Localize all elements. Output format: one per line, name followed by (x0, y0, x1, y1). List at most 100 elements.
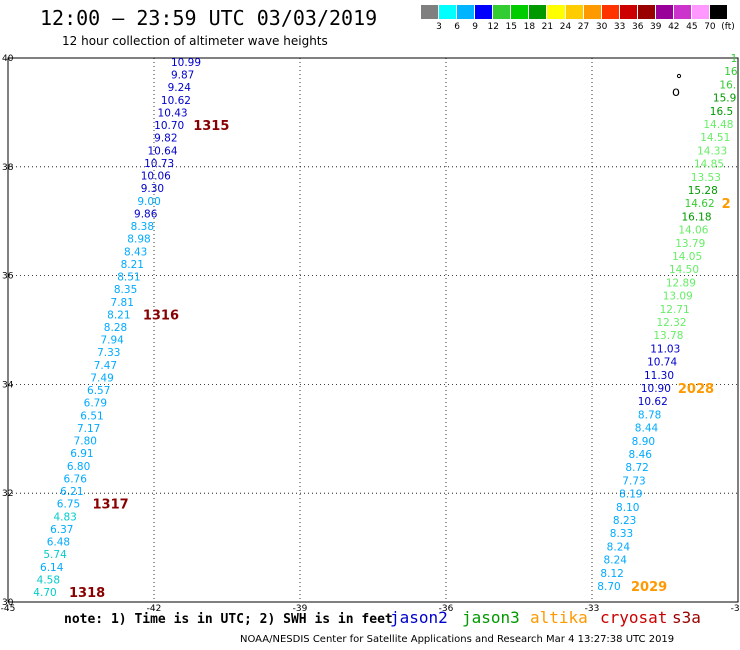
scale-swatch (619, 5, 638, 19)
island-dot (676, 73, 682, 79)
swh-value: 6.48 (47, 537, 70, 549)
color-scale-labels: 3 6 9 12 15 18 21 24 27 30 33 36 39 42 45 70 (ft) (421, 22, 736, 34)
swh-value: 7.17 (77, 423, 100, 435)
swh-value: 11.03 (650, 343, 680, 355)
time-label: 1315 (193, 119, 229, 134)
swh-value: 12.89 (666, 277, 696, 289)
swh-value: 6.80 (67, 461, 90, 473)
lon-tick-label: -36 (439, 604, 454, 614)
scale-label: 21 (541, 22, 554, 32)
scale-label: 9 (472, 22, 479, 32)
swh-value: 8.19 (619, 489, 642, 501)
swh-value: 8.12 (600, 568, 623, 580)
swh-value: 7.81 (111, 297, 134, 309)
swh-value: 13.09 (663, 291, 693, 303)
swh-value: 8.10 (616, 502, 639, 514)
legend-item-altika: altika (530, 608, 588, 627)
scale-label: 24 (559, 22, 572, 32)
swh-value: 8.46 (629, 449, 653, 461)
swh-value: 8.24 (607, 541, 631, 553)
time-label: 1318 (69, 586, 105, 601)
scale-label: 6 (454, 22, 460, 32)
scale-swatch (493, 5, 512, 19)
note-text: note: 1) Time is in UTC; 2) SWH is in fe… (64, 612, 393, 627)
swh-value: 8.90 (632, 436, 655, 448)
time-label: 2029 (631, 580, 667, 595)
swh-value: 15.9 (713, 93, 736, 105)
swh-value: 8.21 (121, 259, 144, 271)
scale-swatch (565, 5, 584, 19)
scale-swatch (547, 5, 566, 19)
scale-label: 45 (686, 22, 698, 32)
swh-value: 8.35 (114, 284, 137, 296)
swh-value: 15.28 (688, 185, 718, 197)
swh-value: 10.64 (147, 145, 177, 157)
lat-tick-label: 36 (2, 272, 14, 282)
swh-value: 8.28 (104, 322, 127, 334)
swh-value: 14.06 (678, 225, 708, 237)
lat-tick-label: 30 (2, 598, 14, 608)
swh-value: 6.57 (87, 385, 110, 397)
swh-value: 14.62 (685, 198, 715, 210)
scale-swatch (673, 5, 692, 19)
color-scale (421, 5, 729, 21)
swh-value: 6.51 (80, 410, 103, 422)
scale-swatch (655, 5, 674, 19)
lon-tick-label: -39 (293, 604, 308, 614)
swh-value: 8.24 (604, 555, 628, 567)
scale-swatch (529, 5, 548, 19)
swh-value: 8.23 (613, 515, 636, 527)
lon-tick-label: -42 (147, 604, 162, 614)
swh-value: 10.43 (158, 107, 188, 119)
swh-value: 14.50 (669, 264, 699, 276)
scale-label: 33 (613, 22, 626, 32)
swh-value: 12.32 (656, 317, 686, 329)
swh-value: 6.14 (40, 562, 64, 574)
scale-swatch (421, 5, 440, 19)
swh-value: 6.79 (84, 398, 107, 410)
swh-value: 9.30 (141, 183, 164, 195)
legend-item-jason3: jason3 (462, 608, 520, 627)
swh-value: 13.79 (675, 238, 705, 250)
swh-value: 4.70 (33, 587, 56, 599)
swh-value: 8.38 (131, 221, 154, 233)
scale-swatch (710, 5, 729, 19)
legend-item-jason2: jason2 (390, 608, 448, 627)
scale-label: (ft) (721, 22, 735, 32)
island-mark: o (672, 85, 680, 100)
swh-value: 10.70 (154, 120, 184, 132)
scale-swatch (475, 5, 494, 19)
swh-value: 6.91 (70, 448, 93, 460)
lat-tick-label: 40 (2, 54, 14, 64)
time-label: 2028 (678, 382, 714, 397)
scale-label: 18 (523, 22, 536, 32)
swh-value: 16.5 (710, 106, 733, 118)
swh-value: 7.73 (622, 475, 645, 487)
swh-value: 16. (719, 79, 736, 91)
swh-value: 8.72 (625, 462, 648, 474)
swh-value: 8.98 (127, 234, 150, 246)
swh-value: 7.80 (74, 436, 97, 448)
swh-value: 13.78 (653, 330, 683, 342)
swh-value: 13.53 (691, 172, 721, 184)
swh-value: 4.58 (37, 574, 60, 586)
lat-tick-label: 38 (2, 163, 14, 173)
map-subtitle: 12 hour collection of altimeter wave hei… (62, 34, 328, 48)
scale-swatch (583, 5, 602, 19)
lon-tick-label: -30 (731, 604, 740, 614)
lon-tick-label: -45 (1, 604, 16, 614)
swh-value: 8.78 (638, 409, 661, 421)
swh-value: 4.83 (53, 511, 76, 523)
swh-value: 14.51 (700, 132, 730, 144)
scale-swatch (601, 5, 620, 19)
swh-value: 6.76 (64, 473, 88, 485)
scale-label: 42 (668, 22, 680, 32)
scale-label: 30 (595, 22, 608, 32)
swh-value: 7.49 (90, 372, 113, 384)
swh-value: 9.24 (168, 82, 192, 94)
scale-swatch (511, 5, 530, 19)
scale-label: 70 (704, 22, 716, 32)
scale-swatch (457, 5, 476, 19)
